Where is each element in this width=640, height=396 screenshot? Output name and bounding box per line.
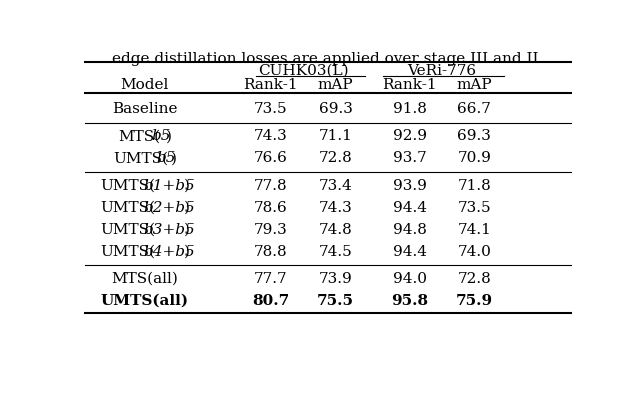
Text: ): ) xyxy=(184,179,189,192)
Text: 78.8: 78.8 xyxy=(254,244,288,259)
Text: ): ) xyxy=(184,201,189,215)
Text: ): ) xyxy=(171,151,177,165)
Text: mAP: mAP xyxy=(456,78,492,92)
Text: Rank-1: Rank-1 xyxy=(244,78,298,92)
Text: 94.4: 94.4 xyxy=(393,244,427,259)
Text: VeRi-776: VeRi-776 xyxy=(408,64,477,78)
Text: 95.8: 95.8 xyxy=(391,294,428,308)
Text: 71.1: 71.1 xyxy=(319,129,353,143)
Text: 72.8: 72.8 xyxy=(319,151,352,165)
Text: MTS(: MTS( xyxy=(118,129,161,143)
Text: ): ) xyxy=(184,244,189,259)
Text: 94.8: 94.8 xyxy=(393,223,427,236)
Text: UMTS(all): UMTS(all) xyxy=(100,294,189,308)
Text: mAP: mAP xyxy=(317,78,353,92)
Text: 69.3: 69.3 xyxy=(458,129,492,143)
Text: UMTS(: UMTS( xyxy=(100,244,156,259)
Text: 74.0: 74.0 xyxy=(458,244,492,259)
Text: b5: b5 xyxy=(151,129,170,143)
Text: 70.9: 70.9 xyxy=(458,151,492,165)
Text: b2+b5: b2+b5 xyxy=(143,201,195,215)
Text: 71.8: 71.8 xyxy=(458,179,491,192)
Text: 73.5: 73.5 xyxy=(254,102,288,116)
Text: b4+b5: b4+b5 xyxy=(143,244,195,259)
Text: 75.5: 75.5 xyxy=(317,294,354,308)
Text: 77.7: 77.7 xyxy=(254,272,288,286)
Text: b1+b5: b1+b5 xyxy=(143,179,195,192)
Text: UMTS(: UMTS( xyxy=(100,201,156,215)
Text: 93.9: 93.9 xyxy=(393,179,427,192)
Text: b5: b5 xyxy=(156,151,175,165)
Text: 94.0: 94.0 xyxy=(393,272,427,286)
Text: 74.8: 74.8 xyxy=(319,223,352,236)
Text: 76.6: 76.6 xyxy=(254,151,288,165)
Text: CUHK03(L): CUHK03(L) xyxy=(258,64,349,78)
Text: 94.4: 94.4 xyxy=(393,201,427,215)
Text: ): ) xyxy=(184,223,189,236)
Text: 93.7: 93.7 xyxy=(393,151,427,165)
Text: 80.7: 80.7 xyxy=(252,294,289,308)
Text: 69.3: 69.3 xyxy=(319,102,353,116)
Text: UMTS(: UMTS( xyxy=(100,179,156,192)
Text: 73.5: 73.5 xyxy=(458,201,491,215)
Text: 78.6: 78.6 xyxy=(254,201,288,215)
Text: 91.8: 91.8 xyxy=(393,102,427,116)
Text: 73.4: 73.4 xyxy=(319,179,352,192)
Text: UMTS(: UMTS( xyxy=(113,151,168,165)
Text: 72.8: 72.8 xyxy=(458,272,491,286)
Text: edge distillation losses are applied over stage III and II.: edge distillation losses are applied ove… xyxy=(113,52,543,66)
Text: 92.9: 92.9 xyxy=(393,129,427,143)
Text: Rank-1: Rank-1 xyxy=(383,78,437,92)
Text: Baseline: Baseline xyxy=(112,102,177,116)
Text: UMTS(: UMTS( xyxy=(100,223,156,236)
Text: 73.9: 73.9 xyxy=(319,272,352,286)
Text: 74.3: 74.3 xyxy=(254,129,288,143)
Text: 75.9: 75.9 xyxy=(456,294,493,308)
Text: MTS(all): MTS(all) xyxy=(111,272,178,286)
Text: Model: Model xyxy=(120,78,169,92)
Text: 74.1: 74.1 xyxy=(458,223,492,236)
Text: 74.3: 74.3 xyxy=(319,201,352,215)
Text: 77.8: 77.8 xyxy=(254,179,288,192)
Text: 74.5: 74.5 xyxy=(319,244,352,259)
Text: 66.7: 66.7 xyxy=(458,102,492,116)
Text: b3+b5: b3+b5 xyxy=(143,223,195,236)
Text: 79.3: 79.3 xyxy=(254,223,288,236)
Text: ): ) xyxy=(166,129,172,143)
